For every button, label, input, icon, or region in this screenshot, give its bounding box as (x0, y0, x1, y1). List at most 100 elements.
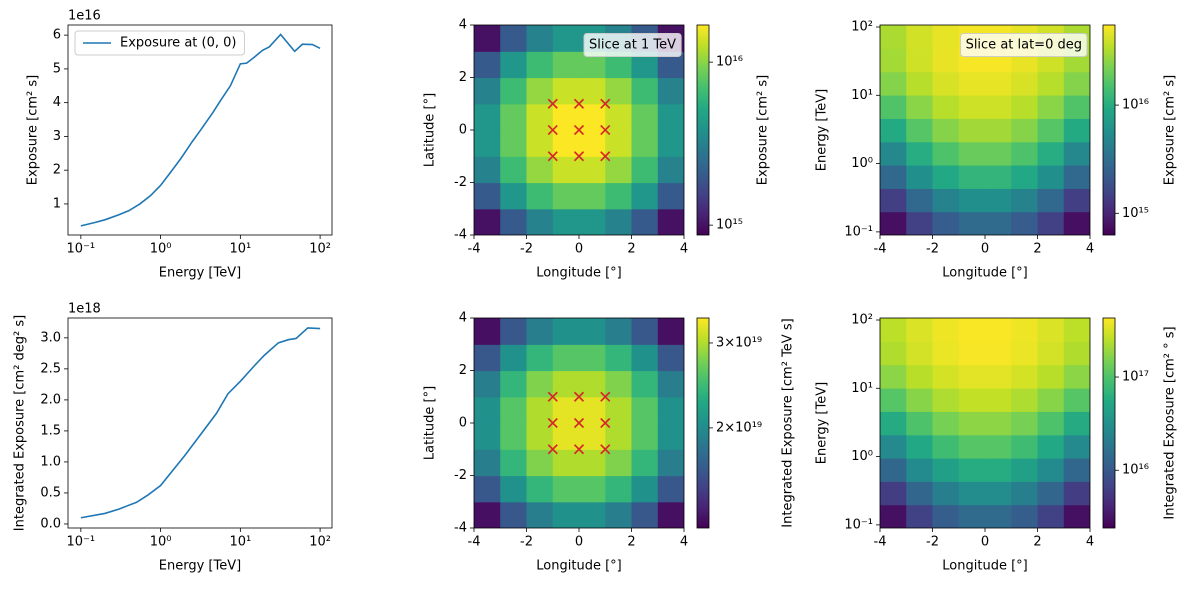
heatmap-cell (579, 318, 606, 345)
heatmap-cell (985, 457, 1012, 482)
heatmap-cell (1063, 211, 1090, 235)
heatmap-cell (631, 103, 659, 131)
heatmap-cell (958, 364, 986, 389)
heatmap-cell (985, 211, 1012, 235)
heatmap-cell (880, 341, 907, 366)
heatmap-cell (474, 449, 501, 477)
heatmap-cell (985, 164, 1012, 189)
heatmap-cell (552, 318, 580, 345)
heatmap-cell (906, 504, 934, 528)
heatmap-cell (958, 457, 986, 482)
heatmap-cell (958, 318, 986, 342)
heatmap-cell (1011, 141, 1039, 166)
colorbar-label: Exposure [cm² s] (1163, 75, 1178, 185)
y-tick-label: 2.5 (40, 361, 61, 376)
marker (547, 151, 558, 162)
marker (547, 124, 558, 136)
annotation: Slice at 1 TeV (589, 38, 676, 53)
x-axis-label: Longitude [°] (536, 559, 621, 574)
heatmap-cell (932, 164, 960, 189)
heatmap-cell (1011, 364, 1039, 389)
heatmap-cell (631, 423, 659, 450)
heatmap-cell (906, 388, 934, 412)
marker (547, 98, 558, 109)
heatmap-cell (958, 95, 986, 119)
x-tick-label: 0 (981, 242, 989, 257)
heatmap-cell (631, 77, 659, 105)
heatmap-cell (526, 475, 554, 503)
annotation: Slice at lat=0 deg (966, 38, 1082, 53)
x-tick-label: -2 (520, 535, 533, 550)
heatmap-cell (579, 501, 606, 528)
heatmap-cell (880, 457, 907, 482)
heatmap-cell (631, 344, 659, 372)
heatmap-cell (500, 423, 528, 450)
heatmap-cell (657, 103, 684, 131)
heatmap-cell (1063, 188, 1090, 213)
x-tick-label: -4 (468, 242, 481, 257)
colorbar-tick-label: 10¹⁶ (716, 55, 743, 70)
heatmap-cell (631, 501, 659, 528)
heatmap-cell (657, 475, 684, 503)
heatmap-cell (958, 141, 986, 166)
heatmap-cell (932, 364, 960, 389)
heatmap-cell (932, 457, 960, 482)
heatmap-cell (474, 501, 501, 528)
y-tick-label: -4 (454, 521, 467, 536)
marker (573, 98, 585, 109)
marker (573, 444, 585, 455)
heatmap-cell (552, 51, 580, 79)
x-axis-label: Longitude [°] (536, 266, 621, 281)
heatmap-cell (1063, 71, 1090, 96)
colorbar (1102, 24, 1116, 236)
heatmap-cell (657, 396, 684, 424)
y-tick-label: 0 (459, 416, 467, 431)
y-axis-label: Latitude [°] (423, 93, 438, 167)
heatmap-cell (1037, 388, 1065, 412)
heatmap-cell (474, 396, 501, 424)
heatmap-cell (906, 48, 934, 73)
heatmap-cell (500, 51, 528, 79)
marker (547, 444, 558, 455)
heatmap-cell (932, 25, 960, 49)
legend-label: Exposure at (0, 0) (120, 36, 236, 51)
colorbar-tick-label: 10¹⁵ (1122, 206, 1149, 221)
heatmap-cell (1011, 118, 1039, 143)
heatmap-cell (932, 141, 960, 166)
heatmap-cell (1011, 341, 1039, 366)
heatmap-cell (1011, 457, 1039, 482)
y-axis-label: Integrated Exposure [cm² deg² s] (13, 315, 28, 531)
heatmap-cell (657, 318, 684, 345)
colorbar-tick-label: 10¹⁵ (716, 218, 743, 233)
y-tick-label: 0 (459, 123, 467, 138)
heatmap-cell (631, 156, 659, 184)
heatmap-cell (958, 341, 986, 366)
x-tick-label: 10¹ (229, 242, 251, 257)
x-tick-label: 4 (680, 242, 688, 257)
y-tick-label: 5 (53, 61, 61, 76)
heatmap-cell (474, 475, 501, 503)
heatmap-cell (1063, 318, 1090, 342)
x-tick-label: 10¹ (229, 535, 251, 550)
heatmap-cell (880, 25, 907, 49)
heatmap-cell (1037, 188, 1065, 213)
heatmap-cell (605, 208, 633, 235)
heatmap-cell (500, 449, 528, 477)
y-axis-label: Exposure [cm² s] (26, 75, 41, 185)
heatmap-cell (474, 370, 501, 398)
marker (600, 391, 611, 402)
x-tick-label: 10⁻¹ (67, 535, 96, 550)
y-tick-label: 1.5 (40, 423, 61, 438)
x-tick-label: 4 (1086, 535, 1094, 550)
heatmap-cell (906, 188, 934, 213)
heatmap-cell (958, 504, 986, 528)
heatmap-cell (579, 208, 606, 235)
heatmap-cell (1063, 504, 1090, 528)
x-tick-label: 2 (1033, 535, 1041, 550)
heatmap-cell (880, 318, 907, 342)
heatmap-cell (932, 388, 960, 412)
heatmap-cell (552, 344, 580, 372)
colorbar (696, 24, 710, 236)
heatmap-cell (1063, 95, 1090, 119)
marker (573, 151, 585, 162)
